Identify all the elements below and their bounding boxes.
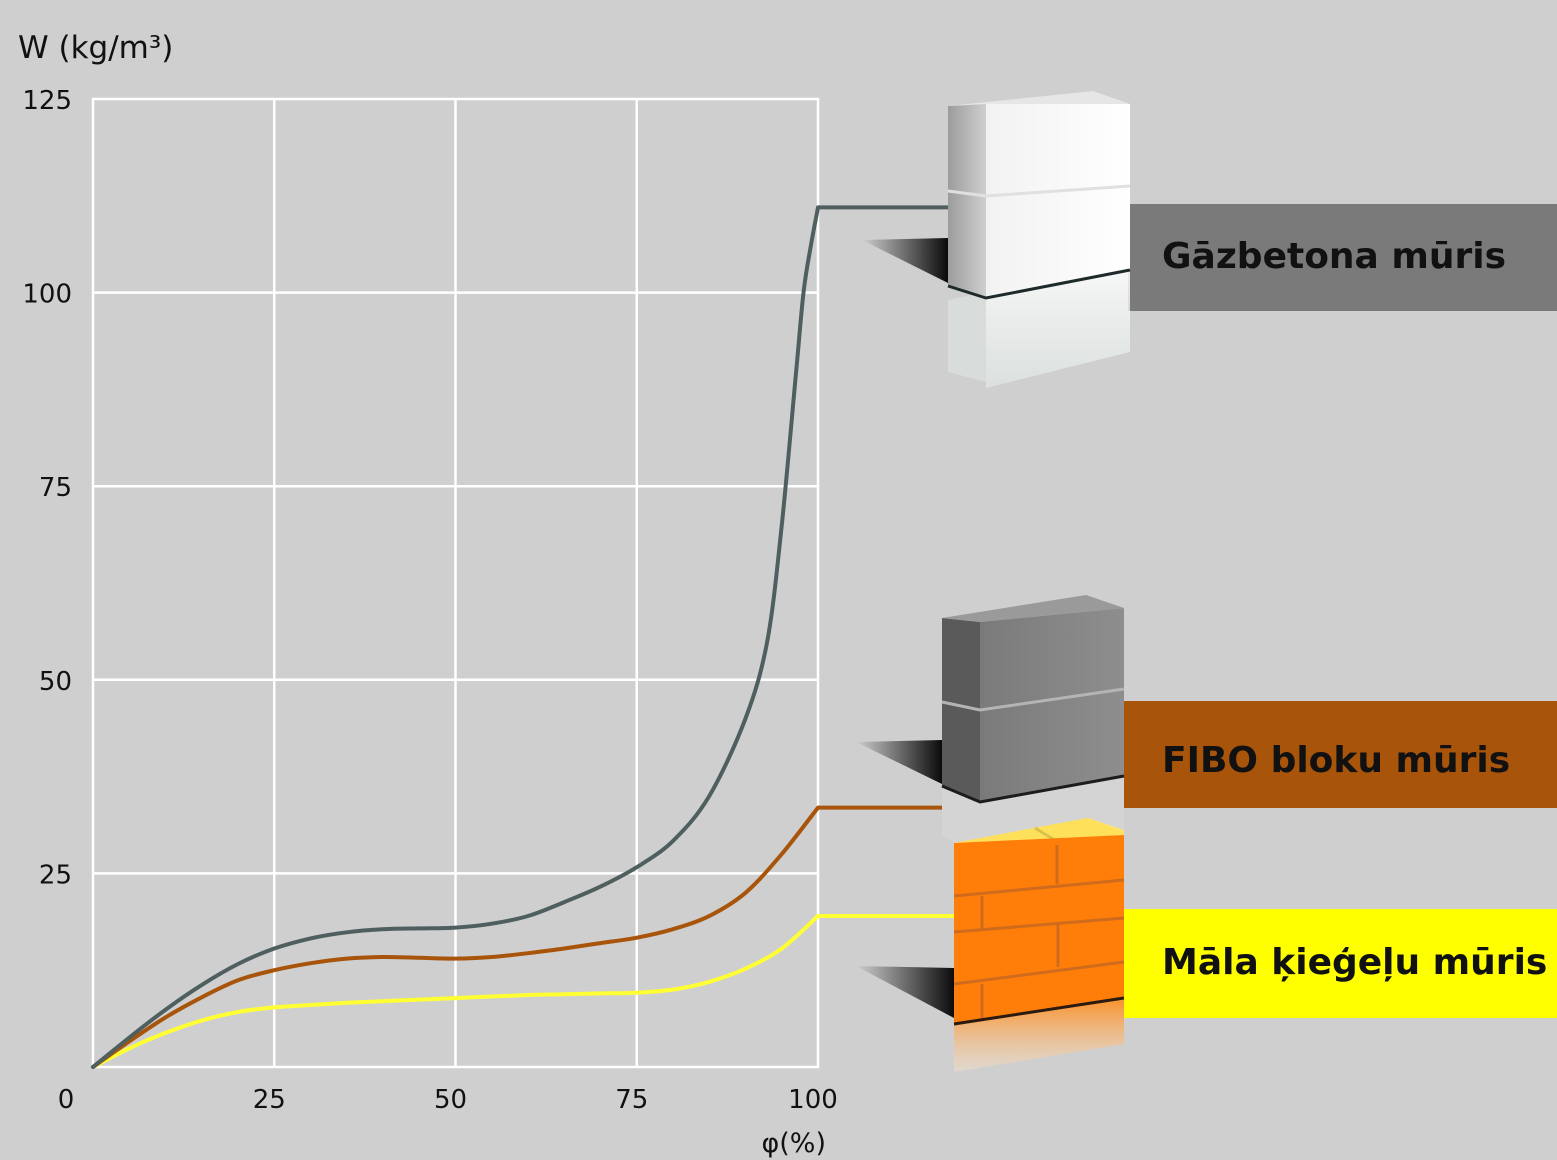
x-tick-label: 25 [253, 1085, 286, 1115]
x-tick-label: 75 [615, 1085, 648, 1115]
legend-label-background [1128, 204, 1557, 311]
plot-area [91, 97, 820, 1069]
series-line [91, 914, 820, 1069]
y-tick-label: 75 [39, 473, 72, 503]
series-line [91, 205, 820, 1069]
legend-item-aerated-concrete: Gāzbetona mūris [862, 91, 1557, 388]
y-tick-label: 100 [22, 280, 72, 310]
y-axis-label: W (kg/m³) [18, 30, 173, 66]
y-tick-label: 50 [39, 667, 72, 697]
y-tick-label: 125 [22, 86, 72, 116]
x-tick-label: 50 [434, 1085, 467, 1115]
legend-label: FIBO bloku mūris [1162, 740, 1510, 781]
legend-label: Gāzbetona mūris [1162, 236, 1506, 277]
y-tick-label: 25 [39, 860, 72, 890]
fibo-block-icon [856, 595, 1125, 856]
y-tick-labels: 25 50 75 100 125 [22, 86, 72, 890]
legend-label-background [1124, 701, 1557, 808]
aerated-concrete-block-icon [862, 91, 1131, 388]
series-lines [91, 205, 820, 1069]
x-axis-label: φ(%) [761, 1128, 826, 1159]
x-tick-labels: 0 25 50 75 100 [58, 1085, 838, 1115]
clay-brick-icon [856, 818, 1125, 1072]
legend-label-background [1124, 909, 1557, 1018]
x-tick-label: 0 [58, 1085, 75, 1115]
legend-item-fibo: FIBO bloku mūris [856, 595, 1557, 856]
legend-label: Māla ķieģeļu mūris [1162, 942, 1547, 983]
legend-item-clay-brick: Māla ķieģeļu mūris [856, 818, 1557, 1072]
series-connectors [818, 205, 954, 918]
series-line [91, 805, 820, 1069]
grid-lines [93, 99, 818, 1067]
x-tick-label: 100 [788, 1085, 838, 1115]
